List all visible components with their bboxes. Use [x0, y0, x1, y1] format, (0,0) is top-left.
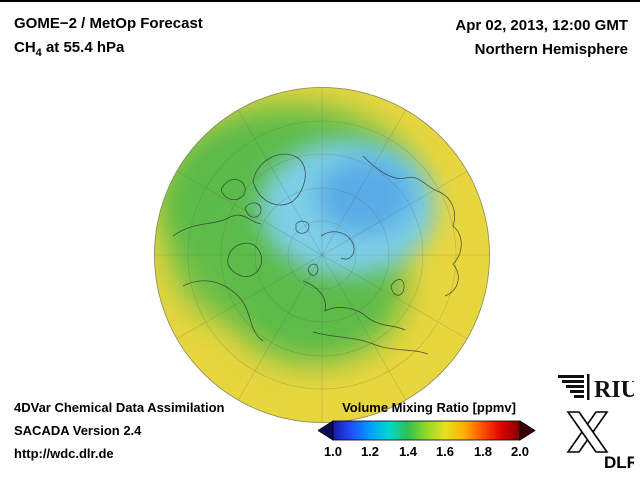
attribution-block: 4DVar Chemical Data Assimilation SACADA … — [14, 400, 225, 469]
header-left: GOME−2 / MetOp Forecast CH4 at 55.4 hPa — [14, 12, 203, 65]
colorbar-title: Volume Mixing Ratio [ppmv] — [342, 400, 516, 415]
forecast-title: GOME−2 / MetOp Forecast — [14, 15, 203, 32]
header-right: Apr 02, 2013, 12:00 GMT Northern Hemisph… — [455, 14, 628, 62]
globe-rim — [154, 87, 490, 423]
species-level-line: CH4 at 55.4 hPa — [14, 36, 203, 65]
dlr-logo: DLR — [566, 411, 634, 472]
website-url: http://wdc.dlr.de — [14, 446, 114, 461]
colorbar-tick-label: 1.6 — [435, 444, 455, 459]
riu-logo: RIU — [558, 374, 634, 403]
riu-logo-text: RIU — [594, 377, 634, 403]
colorbar-below-range-arrow — [318, 420, 334, 441]
colorbar-above-range-arrow — [519, 420, 536, 441]
colorbar-tick-label: 1.8 — [473, 444, 493, 459]
species-subscript: 4 — [35, 47, 42, 59]
colorbar-tick-label: 1.0 — [323, 444, 343, 459]
ch4-lowest-region-blue — [260, 140, 436, 276]
hemisphere-label: Northern Hemisphere — [474, 41, 628, 58]
riu-logo-mark — [558, 374, 590, 400]
graticule — [154, 87, 490, 423]
globe-map — [154, 87, 490, 423]
colorbar — [318, 420, 536, 441]
coastlines — [172, 153, 462, 355]
species-symbol: CH — [14, 39, 36, 56]
version-label: SACADA Version 2.4 — [14, 423, 142, 438]
forecast-datetime: Apr 02, 2013, 12:00 GMT — [455, 17, 628, 34]
assimilation-label: 4DVar Chemical Data Assimilation — [14, 400, 225, 415]
dlr-logo-text: DLR — [604, 453, 634, 472]
colorbar-tick-label: 2.0 — [510, 444, 530, 459]
colorbar-tick-label: 1.2 — [360, 444, 380, 459]
pressure-level: at 55.4 hPa — [41, 39, 125, 56]
colorbar-gradient-bar — [332, 420, 521, 441]
colorbar-tick-label: 1.4 — [398, 444, 418, 459]
dlr-logo-mark — [566, 411, 609, 453]
